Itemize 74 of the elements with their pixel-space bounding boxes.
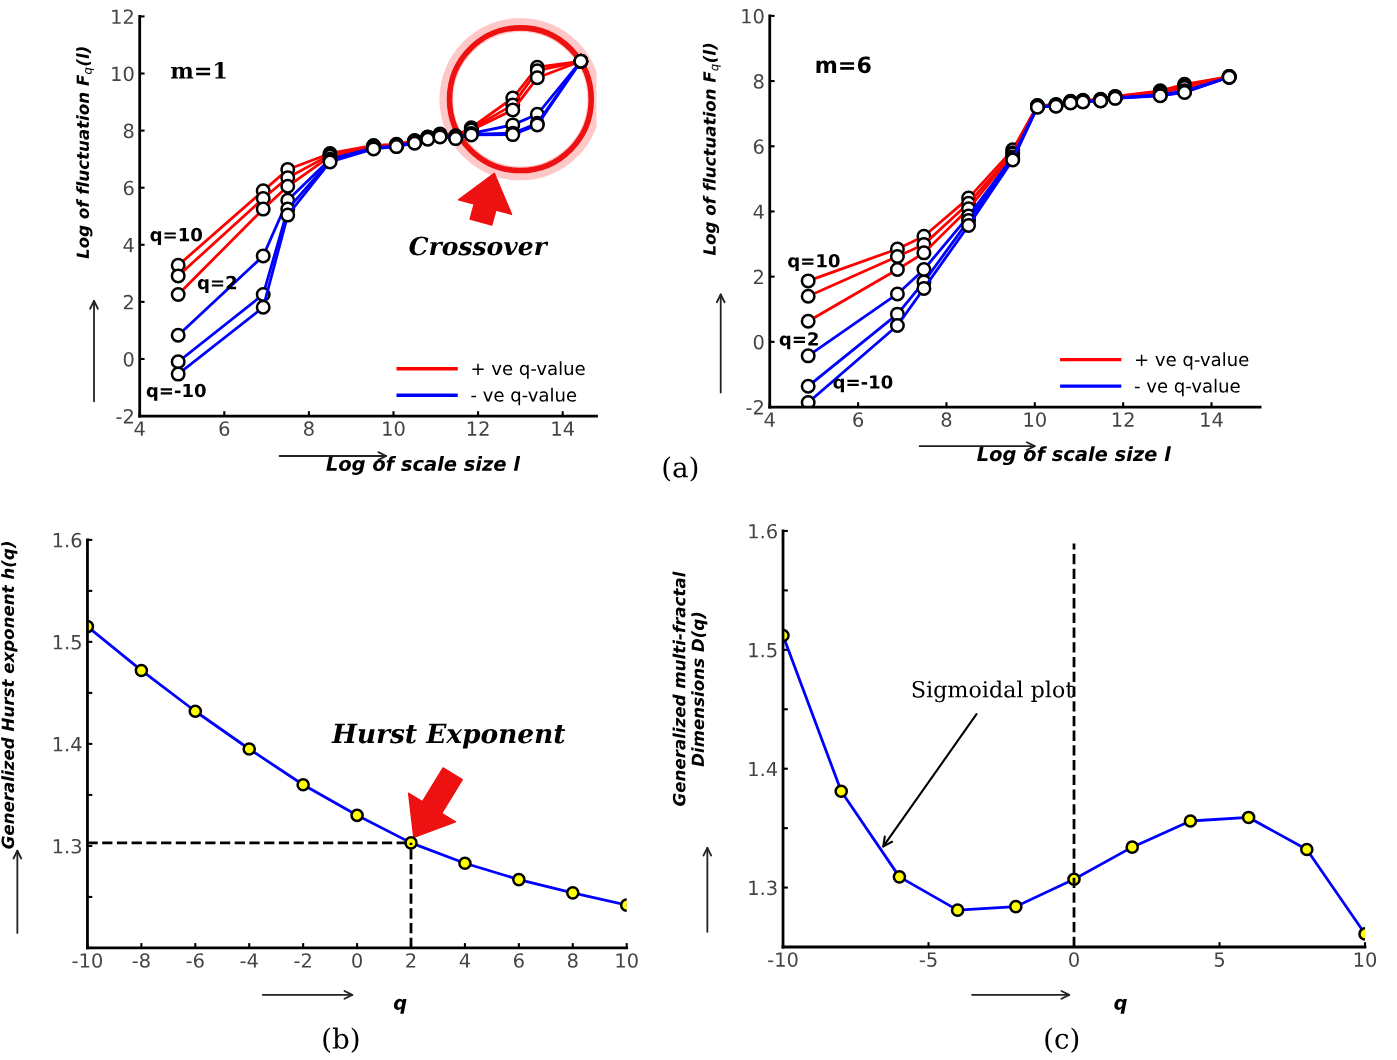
x-axis-title: Log of scale size l <box>326 456 521 475</box>
x-tick-label: 5 <box>1214 952 1224 967</box>
x-tick-label: 14 <box>1201 412 1223 427</box>
y-tick-label: 1.3 <box>53 838 82 854</box>
x-tick-label: 6 <box>219 421 230 436</box>
y-tick-label: 0 <box>753 334 764 350</box>
y-tick-label: 6 <box>753 139 764 154</box>
x-axis-title: q <box>393 998 407 1014</box>
x-tick-label: 10 <box>1024 412 1046 427</box>
legend-label: + ve q-value <box>472 361 585 379</box>
y-axis-title: Log of fluctuation F$_{q}$(l) <box>76 47 94 259</box>
x-tick-label: -4 <box>240 953 258 968</box>
text: (c) <box>1045 1027 1079 1053</box>
x-tick-label: 6 <box>853 412 864 427</box>
y-tick-label: 8 <box>753 74 764 89</box>
annotation: q=2 <box>779 332 818 350</box>
x-tick-label: -6 <box>186 953 204 968</box>
annotation: Crossover <box>409 236 549 256</box>
text: (b) <box>323 1027 359 1053</box>
x-tick-label: 12 <box>467 421 489 436</box>
x-axis-title: q <box>1114 998 1127 1014</box>
x-tick-label: 8 <box>304 421 314 436</box>
x-tick-label: -2 <box>294 953 311 968</box>
x-tick-label: 0 <box>1069 952 1079 967</box>
x-tick-label: -8 <box>132 953 150 968</box>
y-tick-label: 6 <box>123 180 134 196</box>
x-tick-label: 4 <box>134 421 145 436</box>
x-tick-label: 10 <box>383 421 405 436</box>
text: (a) <box>663 456 698 482</box>
y-axis-title: Generalized Hurst exponent h(q) <box>1 542 18 849</box>
y-tick-label: 1.3 <box>749 880 777 896</box>
annotation: q=10 <box>788 253 840 272</box>
y-tick-label: 8 <box>123 123 134 139</box>
x-tick-label: 12 <box>1112 412 1134 427</box>
y-axis-title: Generalized multi-fractal Dimensions D(q) <box>672 571 708 806</box>
y-tick-label: 10 <box>112 66 134 82</box>
x-tick-label: 4 <box>459 953 471 968</box>
y-tick-label: 1.4 <box>749 761 778 777</box>
x-tick-label: 14 <box>552 421 574 436</box>
x-tick-label: -10 <box>72 953 103 968</box>
annotation: q=10 <box>150 227 202 245</box>
annotation: m=6 <box>816 56 871 74</box>
annotation: Sigmoidal plot <box>912 680 1075 703</box>
y-tick-label: 1.5 <box>749 643 777 658</box>
y-axis-title: Log of fluctuation F$_{q}$(l) <box>702 43 721 256</box>
legend-label: - ve q-value <box>1134 378 1240 397</box>
x-tick-label: 2 <box>406 953 416 968</box>
x-tick-label: 8 <box>941 412 952 427</box>
x-tick-label: -10 <box>768 952 798 967</box>
y-tick-label: 2 <box>753 269 763 285</box>
y-tick-label: 1.5 <box>53 635 81 650</box>
annotation: q=-10 <box>146 383 206 401</box>
annotation: Hurst Exponent <box>331 723 566 749</box>
x-tick-label: 0 <box>352 953 362 968</box>
x-axis-title: Log of scale size l <box>977 446 1171 466</box>
x-tick-label: 10 <box>1354 952 1377 967</box>
y-tick-label: 1.4 <box>53 737 82 752</box>
x-tick-label: 6 <box>514 953 524 968</box>
x-tick-label: -5 <box>919 952 937 967</box>
y-tick-label: -2 <box>746 400 763 415</box>
y-tick-label: 4 <box>753 204 764 219</box>
y-tick-label: 2 <box>123 294 133 310</box>
x-tick-label: 8 <box>567 953 578 968</box>
annotation: q=-10 <box>833 375 893 393</box>
x-tick-label: 10 <box>616 953 638 968</box>
y-tick-label: 4 <box>123 238 134 253</box>
legend-label: - ve q-value <box>471 387 577 406</box>
y-tick-label: 0 <box>123 351 134 367</box>
y-tick-label: 12 <box>112 9 133 24</box>
legend-label: + ve q-value <box>1135 352 1249 370</box>
y-tick-label: 1.6 <box>749 523 777 539</box>
y-tick-label: 1.6 <box>53 532 82 548</box>
y-tick-label: 10 <box>742 8 764 24</box>
annotation: m=1 <box>171 62 226 79</box>
